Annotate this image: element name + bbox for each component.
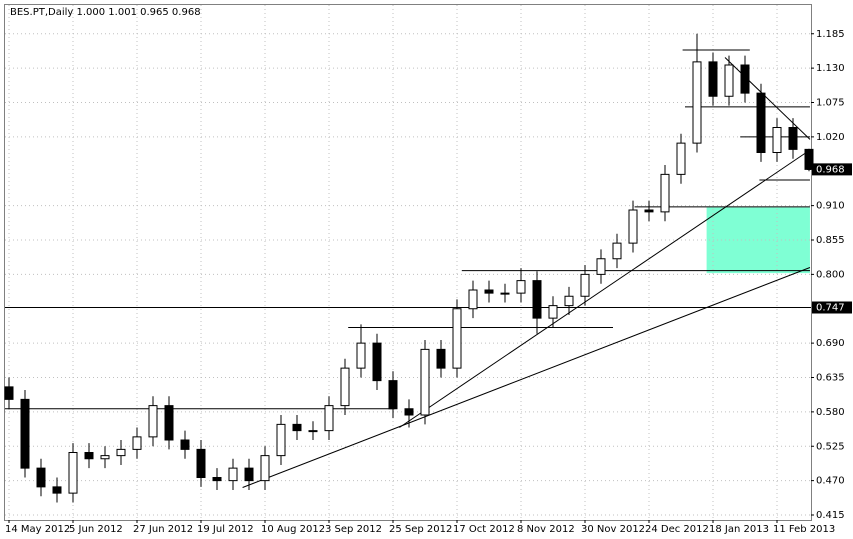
- candle-body: [4, 386, 14, 400]
- x-tick-label: 3 Sep 2012: [325, 524, 382, 535]
- candle-body: [308, 430, 318, 433]
- candle-body: [20, 398, 30, 469]
- y-tick-label: 0.525: [816, 441, 845, 452]
- last-price-label: 0.968: [816, 164, 845, 175]
- y-tick-label: 0.690: [816, 338, 845, 349]
- candle-body: [324, 405, 334, 432]
- candle-body: [724, 64, 734, 97]
- candle-body: [100, 455, 110, 460]
- candle-body: [436, 348, 446, 369]
- candle-body: [52, 486, 62, 494]
- plot-frame: [4, 4, 812, 521]
- y-tick-label: 1.130: [816, 63, 845, 74]
- candle-body: [404, 408, 414, 416]
- y-tick-label: 1.075: [816, 98, 845, 109]
- candle-body: [260, 455, 270, 482]
- candle-body: [516, 280, 526, 294]
- candle-body: [660, 173, 670, 213]
- y-tick-label: 0.580: [816, 407, 845, 418]
- candle-body: [692, 61, 702, 144]
- y-tick-label: 0.470: [816, 476, 845, 487]
- x-tick-label: 17 Oct 2012: [453, 524, 515, 535]
- y-tick-label: 0.855: [816, 235, 845, 246]
- candle-body: [36, 467, 46, 488]
- x-tick-label: 18 Jan 2013: [709, 524, 769, 535]
- x-tick-label: 8 Nov 2012: [517, 524, 575, 535]
- y-tick-label: 1.020: [816, 132, 845, 143]
- candle-body: [372, 342, 382, 382]
- candle-body: [276, 423, 286, 457]
- y-tick-label: 0.635: [816, 373, 845, 384]
- candle-body: [212, 477, 222, 482]
- candle-body: [228, 467, 238, 482]
- candle-body: [132, 436, 142, 450]
- chart-title: BES.PT,Daily 1.000 1.001 0.965 0.968: [10, 7, 201, 18]
- candle-body: [548, 305, 558, 319]
- candle-body: [420, 348, 430, 416]
- candle-body: [484, 289, 494, 294]
- x-tick-label: 14 May 2012: [5, 524, 70, 535]
- candle-body: [196, 448, 206, 478]
- candle-body: [244, 467, 254, 482]
- candle-body: [676, 142, 686, 175]
- candle-body: [180, 439, 190, 450]
- y-tick-label: 1.185: [816, 29, 845, 40]
- candle-body: [468, 289, 478, 310]
- x-tick-label: 19 Jul 2012: [197, 524, 254, 535]
- x-tick-label: 11 Feb 2013: [773, 524, 835, 535]
- candle-body: [628, 209, 638, 244]
- y-tick-label: 0.800: [816, 269, 845, 280]
- candle-body: [500, 292, 510, 295]
- drawn-line: [242, 267, 811, 488]
- candle-body: [356, 342, 366, 369]
- candle-body: [84, 452, 94, 460]
- candle-body: [532, 280, 542, 319]
- candle-body: [164, 405, 174, 441]
- level-label-box: [812, 301, 852, 314]
- level-label: 0.747: [816, 303, 845, 314]
- x-tick-label: 25 Sep 2012: [389, 524, 452, 535]
- candle-body: [788, 127, 798, 150]
- candle-body: [116, 448, 126, 457]
- candle-body: [452, 308, 462, 369]
- candle-body: [740, 64, 750, 94]
- drawn-line: [724, 57, 811, 140]
- candle-body: [68, 452, 78, 494]
- candle-body: [756, 92, 766, 153]
- candle-body: [772, 127, 782, 153]
- candle-body: [580, 273, 590, 297]
- x-tick-label: 27 Jun 2012: [133, 524, 193, 535]
- x-tick-label: 24 Dec 2012: [645, 524, 709, 535]
- last-price-box: [812, 163, 852, 176]
- candle-body: [804, 148, 814, 170]
- candle-body: [596, 258, 606, 275]
- candle-body: [612, 242, 622, 260]
- drawn-line: [399, 149, 811, 428]
- candle-body: [388, 380, 398, 410]
- x-tick-label: 5 Jun 2012: [69, 524, 123, 535]
- candle-body: [564, 295, 574, 307]
- x-tick-label: 30 Nov 2012: [581, 524, 645, 535]
- y-tick-label: 0.415: [816, 510, 845, 521]
- candle-body: [340, 367, 350, 407]
- candle-body: [644, 209, 654, 213]
- candle-body: [708, 61, 718, 97]
- candle-body: [148, 405, 158, 438]
- zone: [706, 207, 810, 274]
- x-tick-label: 10 Aug 2012: [261, 524, 325, 535]
- candle-body: [292, 423, 302, 432]
- y-tick-label: 0.910: [816, 201, 845, 212]
